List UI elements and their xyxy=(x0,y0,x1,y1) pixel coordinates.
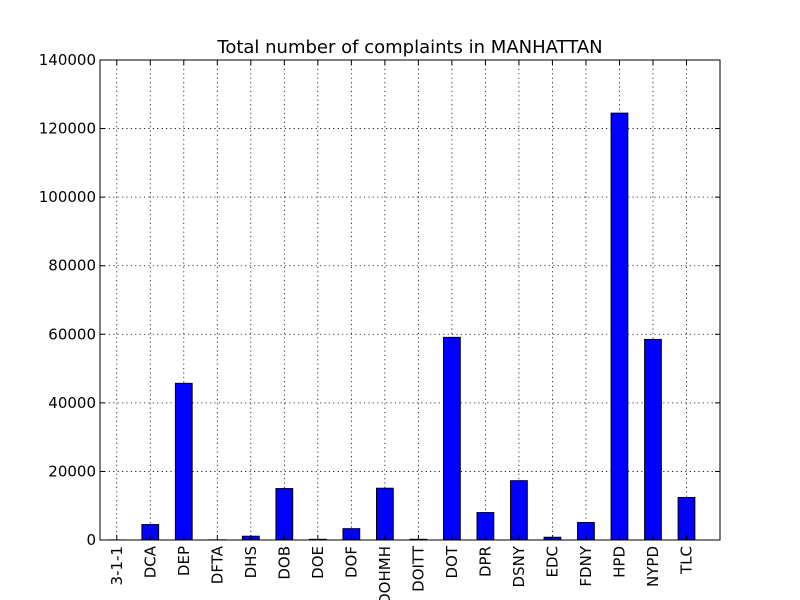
x-tick-label: FDNY xyxy=(577,545,595,586)
bar-dohmh xyxy=(375,487,394,541)
chart-title: Total number of complaints in MANHATTAN xyxy=(216,37,602,58)
y-tick-label: 140000 xyxy=(39,51,96,69)
x-tick-label: NYPD xyxy=(644,546,662,587)
x-tick-label: DCA xyxy=(141,545,159,578)
x-tick-label: 3-1-1 xyxy=(108,546,126,585)
x-tick-label: DPR xyxy=(476,546,494,577)
axis-ticks xyxy=(100,59,720,541)
x-tick-labels: 3-1-1 DCA DEP DFTA DHS DOB DOE DOF DOHMH DOITT DOT… xyxy=(108,545,696,600)
x-tick-label: DOB xyxy=(275,546,293,580)
x-tick-label: DSNY xyxy=(510,545,528,587)
y-tick-label: 20000 xyxy=(48,462,96,480)
y-tick-label: 40000 xyxy=(48,394,96,412)
y-tick-label: 0 xyxy=(86,531,96,549)
x-tick-label: EDC xyxy=(543,546,561,578)
y-tick-label: 100000 xyxy=(39,188,96,206)
bar-tlc xyxy=(677,496,696,541)
bar-nypd xyxy=(644,338,662,541)
bar-dep xyxy=(174,382,193,541)
y-tick-label: 120000 xyxy=(39,120,96,138)
x-tick-label: DOF xyxy=(342,546,360,578)
x-tick-label: DOHMH xyxy=(376,546,394,600)
bar-dob xyxy=(275,488,294,541)
x-tick-label: TLC xyxy=(677,546,695,575)
bar-hpd xyxy=(610,112,629,541)
x-tick-label: DFTA xyxy=(208,545,226,584)
y-tick-labels: 0 20000 40000 60000 80000 100000 120000 140000 xyxy=(39,51,96,549)
x-tick-label: DOT xyxy=(443,545,461,578)
x-tick-label: DHS xyxy=(242,546,260,578)
x-tick-label: DOITT xyxy=(409,545,427,592)
plot-frame xyxy=(99,59,721,541)
x-tick-label: HPD xyxy=(610,546,628,578)
bars xyxy=(107,112,696,541)
y-tick-label: 80000 xyxy=(48,257,96,275)
bar-dsny xyxy=(510,480,528,541)
x-tick-label: DEP xyxy=(175,546,193,576)
bar-dot xyxy=(443,336,461,541)
x-tick-label: DOE xyxy=(309,546,327,579)
y-tick-label: 60000 xyxy=(48,325,96,343)
